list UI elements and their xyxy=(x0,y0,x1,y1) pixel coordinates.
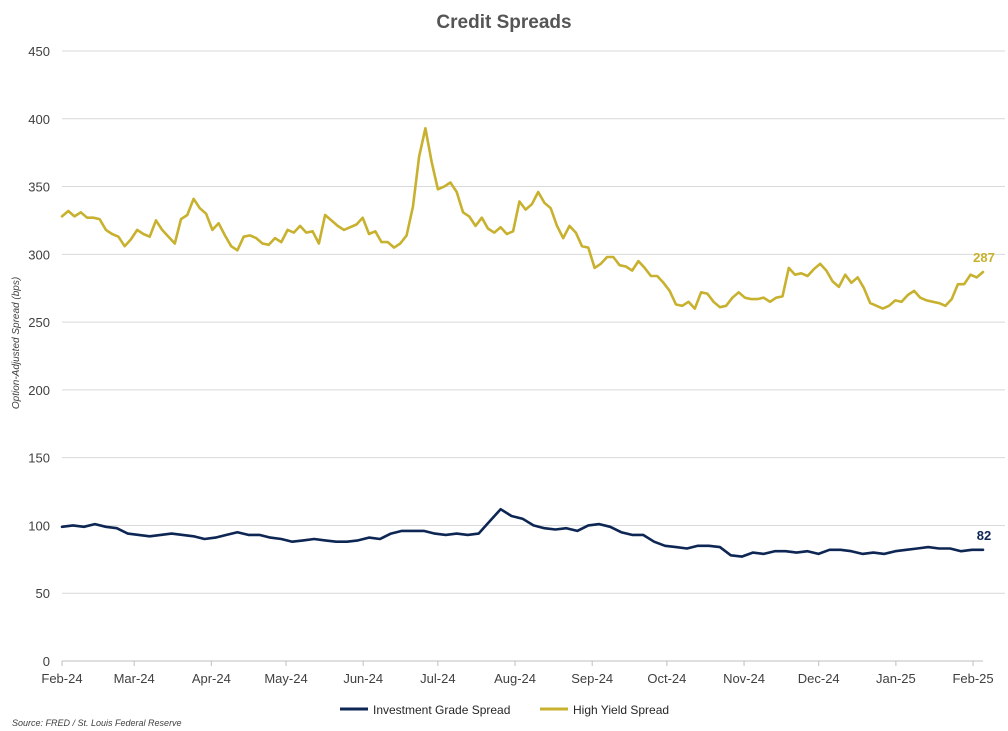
x-tick-label: Feb-24 xyxy=(41,671,82,686)
x-axis-tick-labels: Feb-24 Mar-24 Apr-24 May-24 Jun-24 Jul-24 Aug-… xyxy=(41,661,994,686)
y-tick-label: 100 xyxy=(28,518,50,533)
y-tick-label: 350 xyxy=(28,180,50,195)
y-tick-label: 400 xyxy=(28,112,50,127)
y-tick-label: 450 xyxy=(28,44,50,59)
investment-grade-end-label: 82 xyxy=(977,528,991,543)
legend: Investment Grade Spread High Yield Spread xyxy=(340,703,669,717)
x-tick-label: May-24 xyxy=(264,671,307,686)
x-tick-label: Oct-24 xyxy=(647,671,686,686)
x-tick-label: Dec-24 xyxy=(798,671,840,686)
investment-grade-spread-line xyxy=(60,507,985,558)
x-tick-label: Mar-24 xyxy=(114,671,155,686)
high-yield-end-label: 287 xyxy=(973,250,995,265)
x-tick-label: Aug-24 xyxy=(494,671,536,686)
chart-title: Credit Spreads xyxy=(436,12,571,33)
end-labels: 82 287 xyxy=(973,250,995,543)
y-tick-label: 300 xyxy=(28,247,50,262)
legend-label: High Yield Spread xyxy=(573,703,669,717)
y-axis-label: Option-Adjusted Spread (bps) xyxy=(11,277,22,409)
y-axis-tick-labels: 0 50 100 150 200 250 300 350 400 450 xyxy=(28,44,50,669)
y-tick-label: 50 xyxy=(36,586,50,601)
x-tick-label: Sep-24 xyxy=(571,671,613,686)
grid-lines xyxy=(62,50,1005,594)
x-tick-label: Jan-25 xyxy=(876,671,916,686)
y-tick-label: 200 xyxy=(28,383,50,398)
y-tick-label: 250 xyxy=(28,315,50,330)
x-tick-label: Feb-25 xyxy=(952,671,993,686)
y-tick-label: 0 xyxy=(43,654,50,669)
high-yield-spread-line xyxy=(60,127,985,310)
y-tick-label: 150 xyxy=(28,451,50,466)
series-lines xyxy=(60,127,985,558)
x-tick-label: Nov-24 xyxy=(723,671,765,686)
legend-label: Investment Grade Spread xyxy=(373,703,510,717)
x-tick-label: Apr-24 xyxy=(192,671,231,686)
x-tick-label: Jun-24 xyxy=(343,671,383,686)
x-tick-label: Jul-24 xyxy=(420,671,455,686)
source-note: Source: FRED / St. Louis Federal Reserve xyxy=(12,718,182,728)
